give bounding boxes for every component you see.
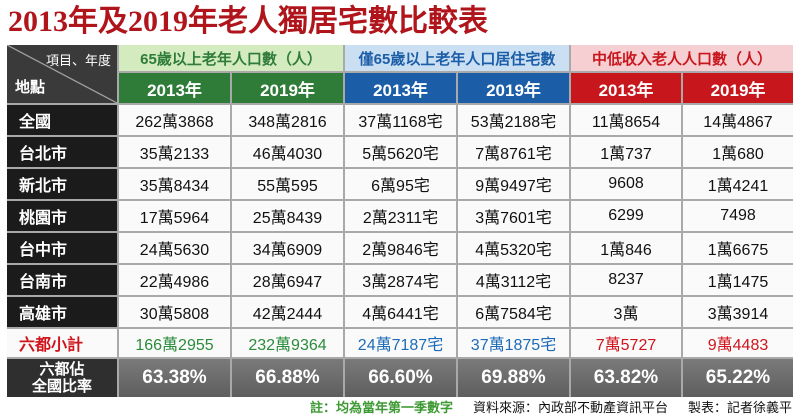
table-cell: 6萬95宅 bbox=[345, 169, 456, 199]
table-cell: 4萬5320宅 bbox=[458, 233, 569, 263]
subtotal-cell: 24萬7187宅 bbox=[345, 329, 456, 357]
group-header-low-income-elderly: 中低收入老人人口數（人） bbox=[571, 45, 793, 71]
table-cell: 6299 bbox=[571, 201, 681, 231]
year-header: 2019年 bbox=[458, 73, 569, 103]
table-cell: 4萬3112宅 bbox=[458, 265, 569, 295]
ratio-cell: 65.22% bbox=[683, 359, 793, 397]
ratio-cell: 69.88% bbox=[458, 359, 569, 397]
subtotal-cell: 9萬4483 bbox=[683, 329, 793, 357]
ratio-label-line: 全國比率 bbox=[31, 378, 92, 395]
ratio-label: 六都佔 全國比率 bbox=[7, 359, 117, 397]
table-cell: 9萬9497宅 bbox=[458, 169, 569, 199]
row-label: 台中市 bbox=[7, 233, 117, 263]
table-cell: 4萬6441宅 bbox=[345, 297, 456, 327]
table-cell: 3萬7601宅 bbox=[458, 201, 569, 231]
table-cell: 1萬680 bbox=[683, 137, 793, 167]
table-cell: 14萬4867 bbox=[683, 105, 793, 135]
table-cell: 9608 bbox=[571, 169, 681, 199]
table-cell: 55萬595 bbox=[232, 169, 343, 199]
table-cell: 8237 bbox=[571, 265, 681, 295]
table-cell: 2萬9846宅 bbox=[345, 233, 456, 263]
table-cell: 37萬1168宅 bbox=[345, 105, 456, 135]
table-cell: 7498 bbox=[683, 201, 793, 231]
table-cell: 34萬6909 bbox=[232, 233, 343, 263]
row-label: 台南市 bbox=[7, 265, 117, 295]
table-cell: 53萬2188宅 bbox=[458, 105, 569, 135]
group-header-elderly-only-households: 僅65歲以上老年人口居住宅數 bbox=[345, 45, 569, 71]
group-header-elderly-population: 65歲以上老年人口數（人） bbox=[119, 45, 343, 71]
ratio-label-line: 六都佔 bbox=[39, 361, 85, 378]
table-cell: 1萬4241 bbox=[683, 169, 793, 199]
table-cell: 3萬3914 bbox=[683, 297, 793, 327]
subtotal-cell: 166萬2955 bbox=[119, 329, 230, 357]
row-label: 台北市 bbox=[7, 137, 117, 167]
subtotal-cell: 232萬9364 bbox=[232, 329, 343, 357]
table-title: 2013年及2019年老人獨居宅數比較表 bbox=[8, 5, 488, 38]
footer-note: 註：均為當年第一季數字 bbox=[309, 400, 453, 415]
table-cell: 30萬5808 bbox=[119, 297, 230, 327]
comparison-table: 項目、年度 地點 65歲以上老年人口數（人） 僅65歲以上老年人口居住宅數 中低… bbox=[7, 45, 793, 397]
row-label: 新北市 bbox=[7, 169, 117, 199]
table-cell: 25萬8439 bbox=[232, 201, 343, 231]
table-footer: 註：均為當年第一季數字 資料來源：內政部不動產資訊平台 製表：記者徐義平 bbox=[310, 399, 792, 417]
table-cell: 42萬2444 bbox=[232, 297, 343, 327]
table-cell: 22萬4986 bbox=[119, 265, 230, 295]
table-cell: 1萬1475 bbox=[683, 265, 793, 295]
corner-cell: 項目、年度 地點 bbox=[7, 45, 117, 103]
year-header: 2019年 bbox=[683, 73, 793, 103]
ratio-cell: 66.60% bbox=[345, 359, 456, 397]
footer-author: 製表：記者徐義平 bbox=[687, 400, 792, 415]
row-label: 高雄市 bbox=[7, 297, 117, 327]
year-header: 2013年 bbox=[345, 73, 456, 103]
table-cell: 1萬6675 bbox=[683, 233, 793, 263]
table-cell: 28萬6947 bbox=[232, 265, 343, 295]
table-cell: 262萬3868 bbox=[119, 105, 230, 135]
subtotal-cell: 7萬5727 bbox=[571, 329, 681, 357]
ratio-cell: 63.38% bbox=[119, 359, 230, 397]
table-cell: 2萬2311宅 bbox=[345, 201, 456, 231]
table-cell: 46萬4030 bbox=[232, 137, 343, 167]
table-cell: 3萬 bbox=[571, 297, 681, 327]
table-cell: 35萬2133 bbox=[119, 137, 230, 167]
table-cell: 24萬5630 bbox=[119, 233, 230, 263]
table-cell: 17萬5964 bbox=[119, 201, 230, 231]
ratio-cell: 63.82% bbox=[571, 359, 681, 397]
subtotal-cell: 37萬1875宅 bbox=[458, 329, 569, 357]
table-cell: 35萬8434 bbox=[119, 169, 230, 199]
row-label: 桃園市 bbox=[7, 201, 117, 231]
table-cell: 11萬8654 bbox=[571, 105, 681, 135]
table-cell: 1萬737 bbox=[571, 137, 681, 167]
table-cell: 3萬2874宅 bbox=[345, 265, 456, 295]
corner-column-header: 項目、年度 bbox=[45, 53, 111, 68]
table-cell: 1萬846 bbox=[571, 233, 681, 263]
year-header: 2019年 bbox=[232, 73, 343, 103]
corner-row-header: 地點 bbox=[15, 79, 46, 96]
year-header: 2013年 bbox=[119, 73, 230, 103]
table-cell: 348萬2816 bbox=[232, 105, 343, 135]
ratio-cell: 66.88% bbox=[232, 359, 343, 397]
footer-source: 資料來源：內政部不動產資訊平台 bbox=[472, 400, 668, 415]
subtotal-label: 六都小計 bbox=[7, 329, 117, 357]
table-cell: 7萬8761宅 bbox=[458, 137, 569, 167]
year-header: 2013年 bbox=[571, 73, 681, 103]
table-cell: 5萬5620宅 bbox=[345, 137, 456, 167]
row-label: 全國 bbox=[7, 105, 117, 135]
table-cell: 6萬7584宅 bbox=[458, 297, 569, 327]
